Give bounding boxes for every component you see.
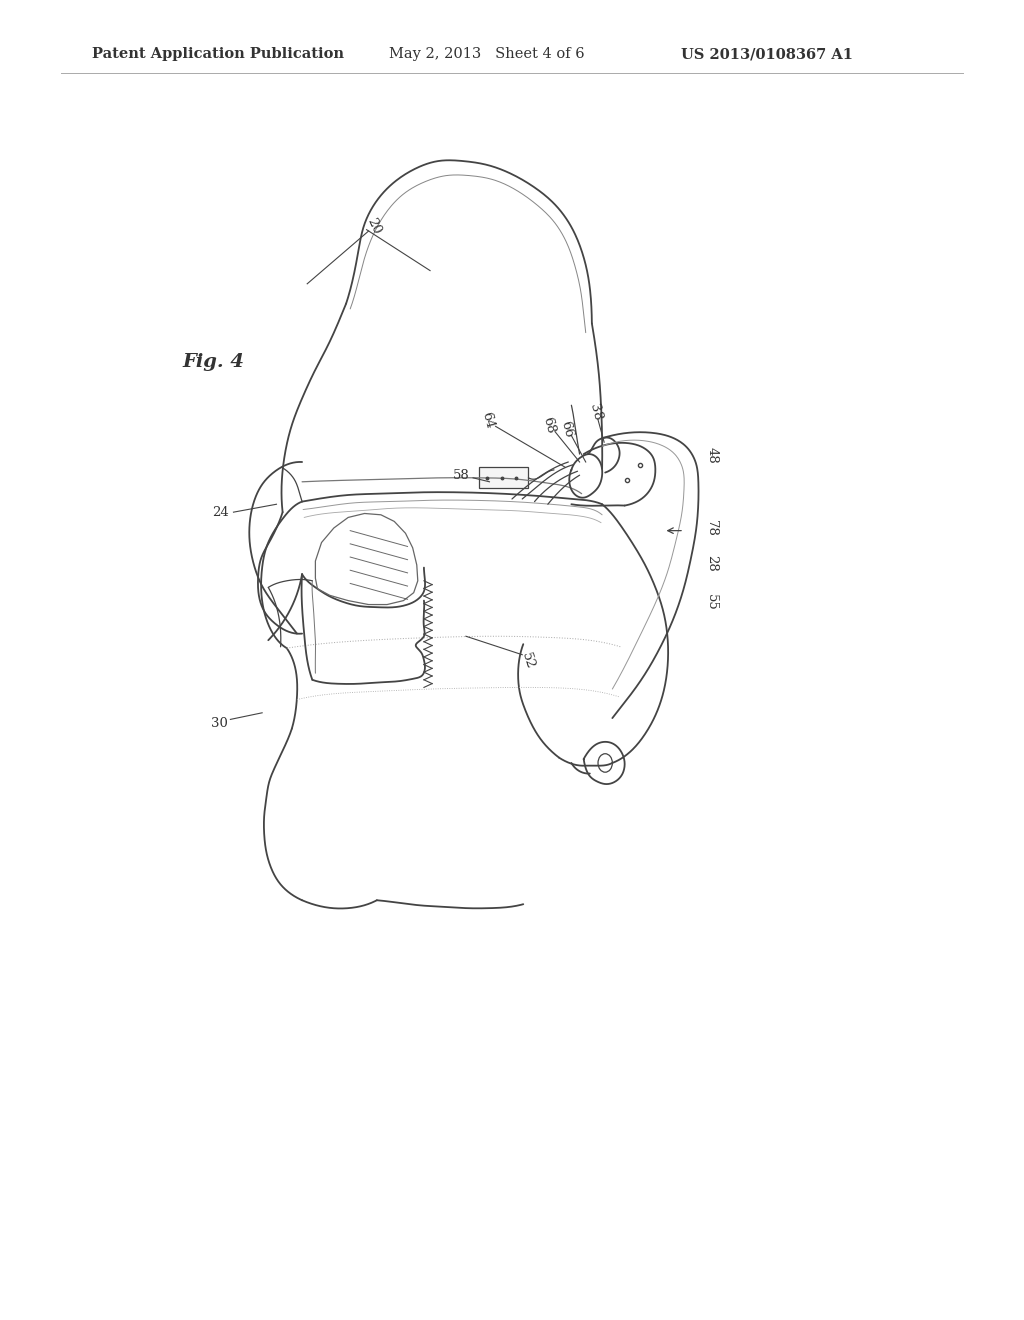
Text: Fig. 4: Fig. 4 (182, 352, 245, 371)
Text: 78: 78 (706, 520, 718, 536)
Text: 68: 68 (541, 416, 557, 434)
Text: May 2, 2013   Sheet 4 of 6: May 2, 2013 Sheet 4 of 6 (389, 48, 585, 61)
Bar (479, 467, 528, 488)
Text: 28: 28 (706, 556, 718, 572)
Text: 20: 20 (365, 215, 383, 236)
Text: 66: 66 (558, 420, 574, 438)
Text: 55: 55 (706, 594, 718, 610)
Text: US 2013/0108367 A1: US 2013/0108367 A1 (681, 48, 853, 61)
Text: 64: 64 (479, 411, 496, 429)
Text: 38: 38 (588, 403, 604, 421)
Text: 48: 48 (706, 447, 718, 463)
Text: 52: 52 (518, 651, 537, 672)
Text: 58: 58 (453, 469, 469, 482)
Text: 24: 24 (212, 506, 228, 519)
Text: Patent Application Publication: Patent Application Publication (92, 48, 344, 61)
Text: 30: 30 (211, 717, 227, 730)
